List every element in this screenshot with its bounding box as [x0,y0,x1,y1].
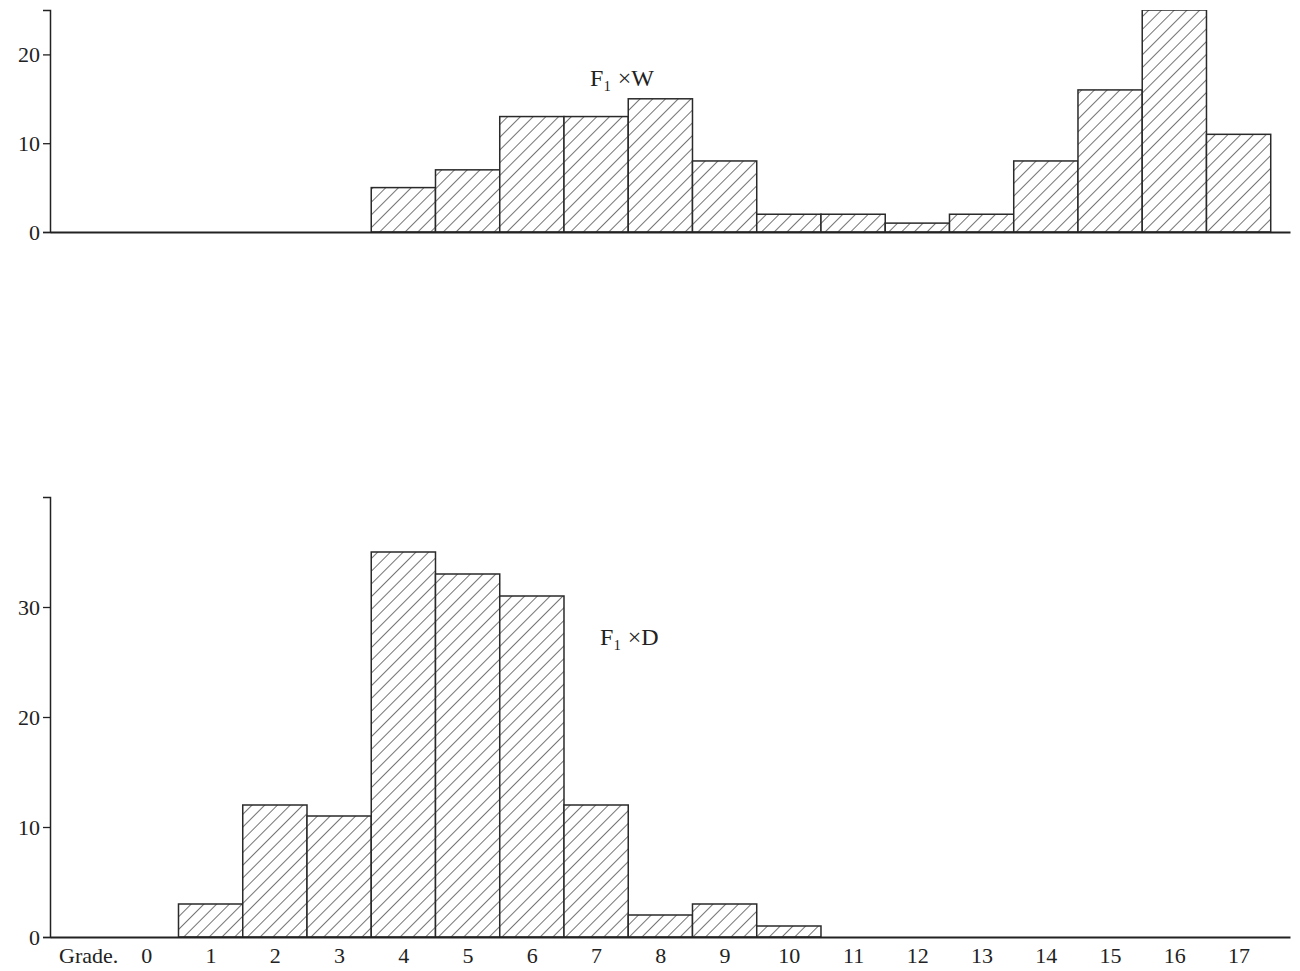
x-tick-label: 10 [778,943,800,968]
y-tick-mark [43,143,50,144]
x-tick-label: 7 [591,943,602,968]
x-tick-label: 12 [907,943,929,968]
histogram-bar [692,161,756,232]
x-tick: 8 [655,937,666,968]
histogram-bar [178,904,242,937]
x-tick: 12 [907,937,929,968]
y-tick-label: 0 [29,220,40,245]
histogram-bar [628,915,692,937]
bars [178,552,820,937]
x-axis-line [51,937,1291,939]
panel: 010203001234567891011121314151617Grade.F… [18,498,1291,969]
y-tick-label: 20 [18,42,40,67]
x-tick-label: 11 [843,943,864,968]
histogram-bar [628,99,692,232]
x-tick: 7 [591,937,602,968]
x-tick-label: 5 [463,943,474,968]
histogram-bar [371,552,435,937]
y-tick-label: 10 [18,815,40,840]
x-tick-label: 3 [334,943,345,968]
x-tick-label: 9 [720,943,731,968]
y-tick: 30 [18,595,50,620]
x-tick: 17 [1228,937,1250,968]
panel-title: F₁ ×W [590,65,654,91]
x-tick: 10 [778,937,800,968]
histogram-bar [949,214,1013,232]
x-tick-label: 17 [1228,943,1250,968]
histogram-bar [757,926,821,937]
x-tick-label: 1 [206,943,217,968]
y-tick: 20 [18,705,50,730]
x-axis-title: Grade. [59,943,118,968]
x-tick-label: 2 [270,943,281,968]
y-tick: 0 [29,925,50,950]
x-tick: 15 [1100,937,1122,968]
chart-root: 01020F₁ ×W010203001234567891011121314151… [0,0,1300,971]
histogram-bar [1078,90,1142,232]
y-tick-mark [43,937,50,938]
bars [371,10,1270,232]
histogram-bar [1142,10,1206,232]
x-tick-label: 14 [1035,943,1057,968]
y-tick: 10 [18,131,50,156]
x-axis-line [51,232,1291,234]
x-tick-label: 6 [527,943,538,968]
x-tick: 13 [971,937,993,968]
x-tick: 11 [843,937,864,968]
x-tick: 16 [1164,937,1186,968]
x-tick-label: 13 [971,943,993,968]
histogram-bar [821,214,885,232]
histogram-bar [307,816,371,937]
x-tick: 3 [334,937,345,968]
x-tick-label: 0 [141,943,152,968]
x-tick: 0 [141,937,152,968]
histogram-bar [371,188,435,232]
y-axis: 0 10 20 30 [18,498,51,950]
x-tick: 1 [206,937,217,968]
y-tick: 10 [18,815,50,840]
histogram-bar [757,214,821,232]
x-tick: 2 [270,937,281,968]
panel: 0 10 20 F₁ ×W [18,10,1291,245]
histogram-bar [500,596,564,937]
y-axis: 0 10 20 [18,11,51,245]
histogram-bar [435,574,499,937]
histogram-bar [564,117,628,232]
y-tick-mark [43,827,50,828]
histogram-bar [885,223,949,232]
x-tick-label: 8 [655,943,666,968]
y-tick-label: 20 [18,705,40,730]
x-axis [51,232,1291,233]
y-tick-mark [43,717,50,718]
y-tick: 20 [18,42,50,67]
y-axis-line [43,11,51,233]
y-axis-line [43,498,51,938]
histogram-bar [564,805,628,937]
histogram-bar [692,904,756,937]
panel-title: F₁ ×D [600,624,659,650]
x-tick: 9 [720,937,731,968]
y-tick-mark [43,54,50,55]
x-tick: 5 [463,937,474,968]
x-tick-label: 16 [1164,943,1186,968]
y-tick: 0 [29,220,50,245]
histogram-bar [1014,161,1078,232]
histogram-bar [1206,134,1270,232]
x-axis: 01234567891011121314151617 [51,937,1291,968]
y-tick-mark [43,607,50,608]
y-tick-label: 10 [18,131,40,156]
histogram-bar [500,117,564,232]
y-tick-label: 30 [18,595,40,620]
x-tick: 4 [398,937,409,968]
histogram-bar [243,805,307,937]
x-tick: 6 [527,937,538,968]
x-tick-label: 15 [1100,943,1122,968]
y-tick-mark [43,232,50,233]
x-tick-label: 4 [398,943,409,968]
histogram-bar [435,170,499,232]
x-tick: 14 [1035,937,1057,968]
y-tick-label: 0 [29,925,40,950]
